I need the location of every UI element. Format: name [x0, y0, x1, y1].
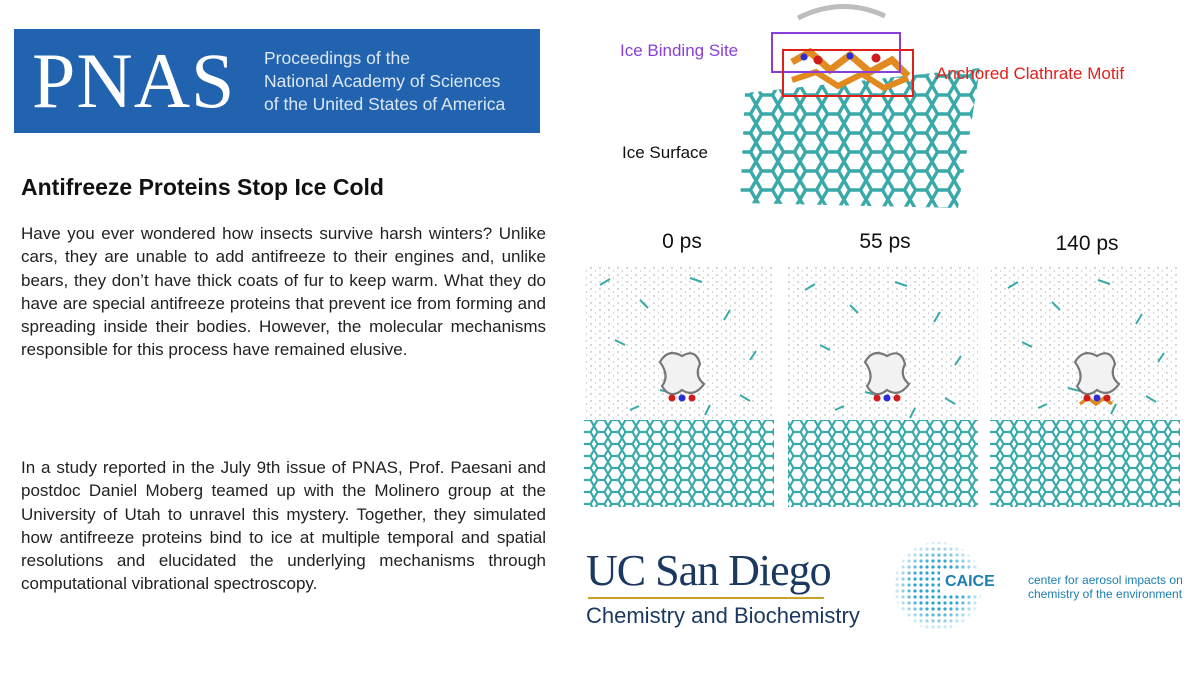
pnas-line: National Academy of Sciences	[264, 71, 501, 91]
snapshot-panel-55ps	[788, 265, 978, 507]
ucsd-divider	[588, 597, 824, 599]
caice-name: CAICE	[945, 573, 995, 590]
snapshot-panel-0ps	[584, 265, 774, 507]
snapshot-panel-140ps	[990, 265, 1180, 507]
ice-surface-label: Ice Surface	[622, 143, 708, 162]
anchored-clathrate-label: Anchored Clathrate Motif	[936, 64, 1125, 83]
ucsd-department: Chemistry and Biochemistry	[586, 603, 860, 628]
protein-structure	[790, 4, 911, 92]
simulation-figure: 0 ps 55 ps 140 ps	[584, 4, 1180, 507]
article-paragraph-1: Have you ever wondered how insects survi…	[21, 224, 546, 360]
article-paragraph-2: In a study reported in the July 9th issu…	[21, 458, 546, 594]
ucsd-logo: UC San Diego Chemistry and Biochemistry	[586, 547, 860, 629]
caice-sphere-icon	[894, 542, 996, 630]
caice-logo: CAICE center for aerosol impacts on chem…	[888, 540, 1183, 640]
clathrate-box	[782, 49, 914, 97]
snapshot-label-0: 0 ps	[662, 230, 702, 253]
caice-tagline-line: center for aerosol impacts on	[1028, 573, 1183, 587]
article-title: Antifreeze Proteins Stop Ice Cold	[21, 174, 384, 200]
pnas-logo: PNAS	[32, 37, 236, 124]
snapshot-label-55: 55 ps	[859, 230, 910, 253]
caice-tagline: center for aerosol impacts on chemistry …	[1028, 573, 1183, 601]
caice-tagline-line: chemistry of the environment	[1028, 587, 1183, 601]
ucsd-name: UC San Diego	[586, 546, 832, 595]
snapshot-label-140: 140 ps	[1055, 232, 1118, 255]
ice-slab	[740, 68, 980, 208]
pnas-fullname: Proceedings of the National Academy of S…	[264, 47, 505, 116]
pnas-line: of the United States of America	[264, 94, 506, 114]
pnas-line: Proceedings of the	[264, 48, 410, 68]
binding-site-box	[771, 32, 901, 73]
pnas-banner: PNAS Proceedings of the National Academy…	[14, 29, 540, 133]
ice-binding-site-label: Ice Binding Site	[620, 41, 739, 60]
